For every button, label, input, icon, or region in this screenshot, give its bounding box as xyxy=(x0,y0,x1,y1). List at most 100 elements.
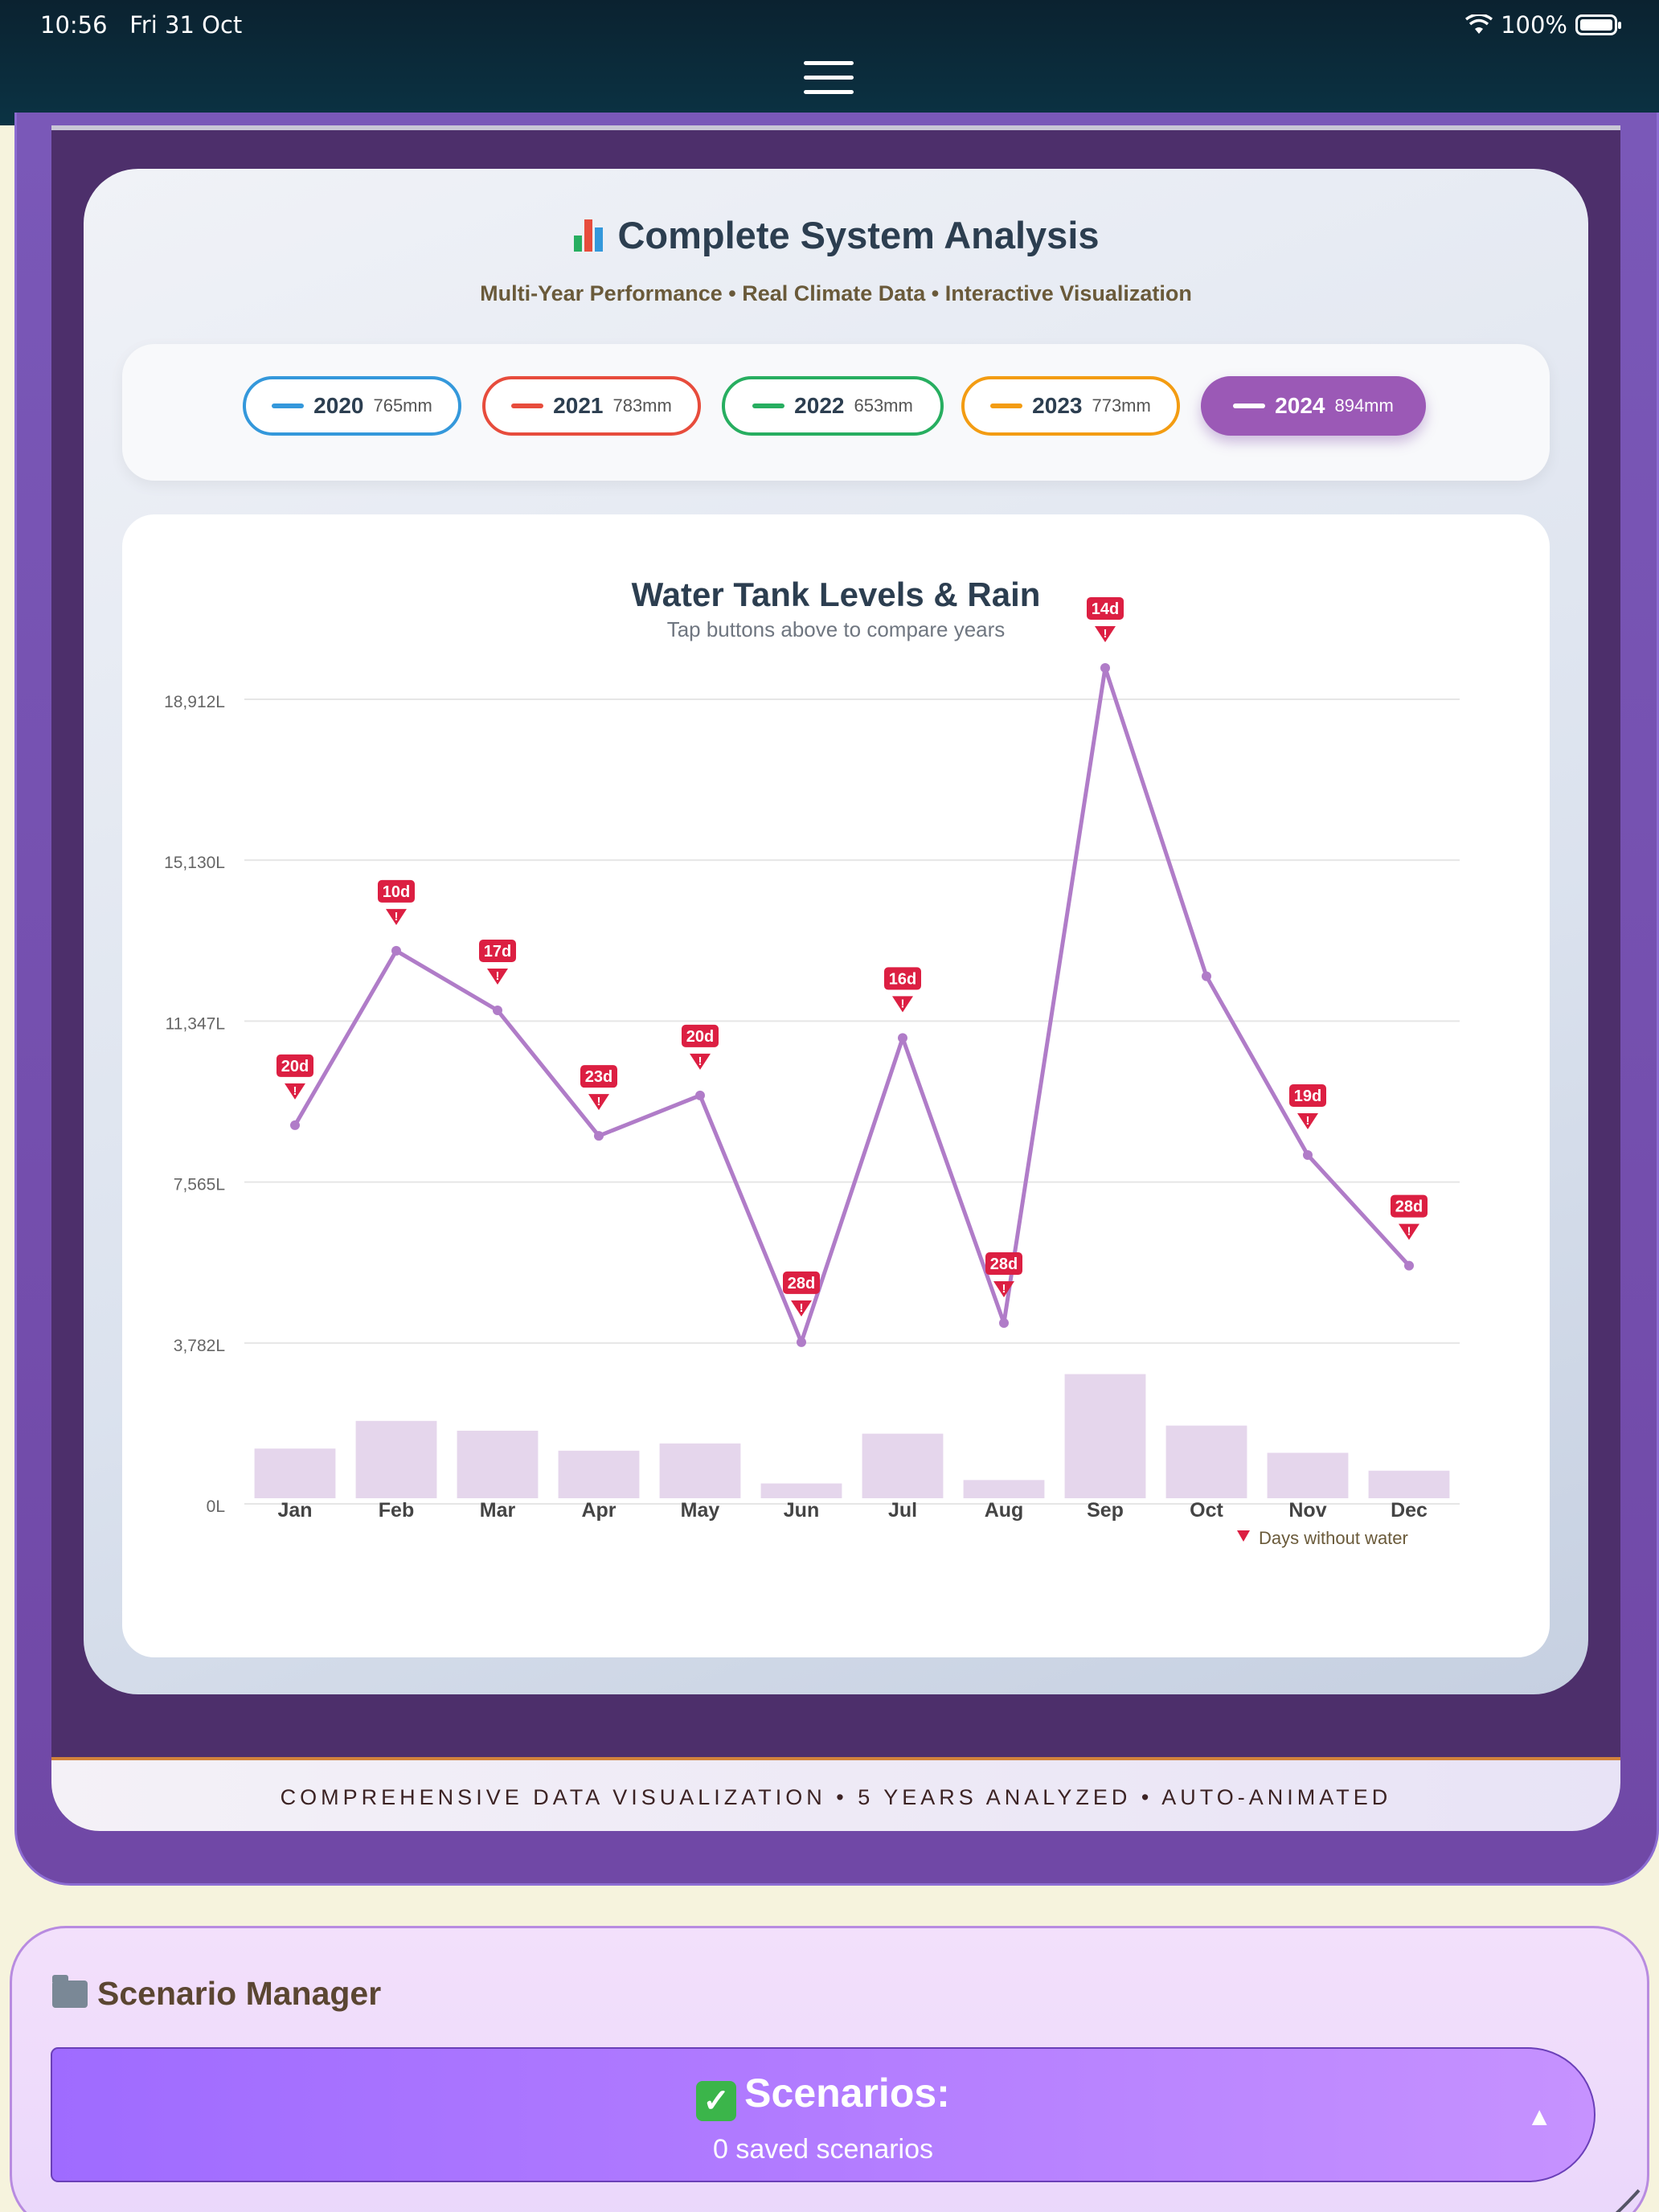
warning-marker-icon xyxy=(993,1281,1014,1298)
series-swatch xyxy=(1233,403,1266,408)
data-point xyxy=(1100,662,1110,673)
data-point xyxy=(1202,971,1211,981)
year-button-2022[interactable]: 2022 653mm xyxy=(722,376,944,436)
legend-label: Days without water xyxy=(1259,1528,1408,1548)
days-badge-label: 14d xyxy=(1092,600,1119,618)
warning-exclamation: ! xyxy=(395,910,399,924)
rain-bar xyxy=(1064,1374,1146,1498)
page-title: Complete System Analysis xyxy=(617,214,1100,256)
x-tick-label: Oct xyxy=(1190,1499,1223,1522)
status-date: Fri 31 Oct xyxy=(129,11,243,39)
rainfall-label: 783mm xyxy=(612,395,672,416)
days-badge-label: 28d xyxy=(788,1275,815,1292)
analysis-container: Complete System Analysis Multi-Year Perf… xyxy=(51,125,1620,1831)
folder-icon xyxy=(52,1975,88,2008)
warning-marker-icon xyxy=(285,1083,305,1100)
scenarios-toggle-button[interactable]: ✓ Scenarios: 0 saved scenarios ▲ xyxy=(51,2047,1596,2182)
status-clock: 10:56 Fri 31 Oct xyxy=(40,11,242,39)
data-point xyxy=(999,1318,1009,1329)
days-badge xyxy=(479,940,516,963)
warning-marker-icon xyxy=(386,908,407,925)
days-badge-label: 28d xyxy=(990,1256,1018,1273)
days-badge-label: 19d xyxy=(1294,1088,1321,1105)
battery-icon xyxy=(1575,14,1621,35)
warning-marker-icon xyxy=(791,1300,812,1317)
warning-exclamation: ! xyxy=(1104,627,1108,641)
warning-exclamation: ! xyxy=(800,1301,804,1315)
x-tick-label: Jul xyxy=(888,1499,917,1522)
rainfall-label: 894mm xyxy=(1334,395,1394,416)
warning-exclamation: ! xyxy=(293,1084,297,1098)
rainfall-label: 653mm xyxy=(854,395,913,416)
days-badge xyxy=(884,967,921,990)
chart-subtitle: Tap buttons above to compare years xyxy=(667,617,1006,641)
days-badge xyxy=(1289,1083,1326,1107)
year-button-2024[interactable]: 2024 894mm xyxy=(1201,376,1426,436)
wifi-icon xyxy=(1465,14,1493,34)
warning-exclamation: ! xyxy=(1407,1225,1411,1239)
days-badge xyxy=(985,1252,1022,1276)
days-badge-label: 20d xyxy=(281,1058,309,1075)
days-badge-label: 17d xyxy=(484,943,511,961)
rain-bar xyxy=(862,1433,944,1498)
y-tick-label: 15,130L xyxy=(164,854,225,872)
status-time: 10:56 xyxy=(40,11,108,39)
year-selector: 2020 765mm 2021 783mm 2022 653mm 2023 773mm 2024… xyxy=(122,344,1550,481)
x-tick-label: Feb xyxy=(379,1499,414,1522)
hamburger-menu-icon[interactable] xyxy=(804,61,854,95)
year-button-2021[interactable]: 2021 783mm xyxy=(482,376,701,436)
resize-handle-icon[interactable] xyxy=(1600,2182,1641,2212)
warning-marker-icon xyxy=(1095,625,1116,642)
scenario-manager-heading: Scenario Manager xyxy=(52,1975,381,2013)
rain-bar xyxy=(1267,1452,1349,1498)
data-point xyxy=(493,1006,502,1016)
year-button-2020[interactable]: 2020 765mm xyxy=(243,376,461,436)
days-badge xyxy=(276,1054,313,1077)
x-tick-label: May xyxy=(681,1499,720,1522)
analysis-card: Complete System Analysis Multi-Year Perf… xyxy=(84,169,1588,1694)
y-tick-label: 7,565L xyxy=(174,1176,225,1194)
year-label: 2022 xyxy=(794,393,845,418)
y-tick-label: 0L xyxy=(207,1497,225,1516)
data-point xyxy=(391,945,401,956)
days-badge xyxy=(1087,596,1124,620)
water-chart: Water Tank Levels & Rain Tap buttons abov… xyxy=(122,514,1550,1657)
days-badge-label: 23d xyxy=(585,1068,612,1086)
rain-bar xyxy=(558,1450,640,1498)
days-badge xyxy=(682,1024,719,1047)
chart-title: Water Tank Levels & Rain xyxy=(632,576,1041,613)
legend-marker-icon xyxy=(1237,1530,1250,1542)
series-swatch xyxy=(990,403,1023,408)
warning-exclamation: ! xyxy=(597,1095,601,1108)
warning-exclamation: ! xyxy=(1002,1282,1006,1296)
bar-chart-icon xyxy=(572,218,606,252)
scenario-manager-title: Scenario Manager xyxy=(97,1975,382,2012)
year-button-2023[interactable]: 2023 773mm xyxy=(961,376,1180,436)
days-badge-label: 10d xyxy=(383,883,410,901)
x-tick-label: Apr xyxy=(581,1499,616,1522)
series-swatch xyxy=(752,403,785,408)
data-point xyxy=(1303,1149,1313,1160)
chevron-up-icon[interactable]: ▲ xyxy=(1526,2102,1552,2131)
rain-bar xyxy=(963,1480,1045,1498)
saved-scenarios-count: 0 saved scenarios xyxy=(712,2134,934,2165)
rainfall-label: 765mm xyxy=(373,395,432,416)
year-label: 2020 xyxy=(313,393,364,418)
y-tick-label: 18,912L xyxy=(164,693,225,711)
y-tick-label: 3,782L xyxy=(174,1337,225,1355)
days-badge xyxy=(580,1065,617,1088)
x-tick-label: Mar xyxy=(480,1499,516,1522)
warning-exclamation: ! xyxy=(1306,1114,1310,1128)
status-indicators: 100% xyxy=(1465,11,1621,39)
x-tick-label: Nov xyxy=(1288,1499,1326,1522)
data-point xyxy=(898,1033,907,1043)
x-tick-label: Sep xyxy=(1087,1499,1124,1522)
x-tick-label: Jan xyxy=(277,1499,312,1522)
analysis-footer: COMPREHENSIVE DATA VISUALIZATION • 5 YEA… xyxy=(51,1757,1620,1831)
rain-bar xyxy=(1368,1470,1450,1498)
scenarios-label: Scenarios: xyxy=(744,2071,950,2116)
warning-exclamation: ! xyxy=(496,969,500,983)
warning-marker-icon xyxy=(487,969,508,985)
warning-marker-icon xyxy=(588,1094,609,1111)
warning-exclamation: ! xyxy=(698,1055,703,1068)
